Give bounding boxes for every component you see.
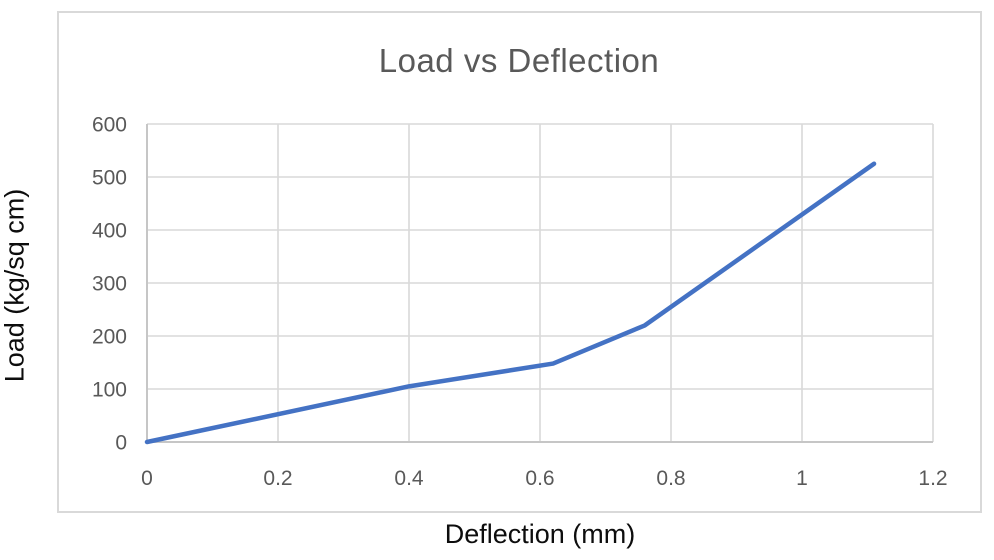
y-tick-label: 300 xyxy=(92,273,127,296)
x-tick-label: 0.6 xyxy=(525,467,554,490)
y-tick-label: 200 xyxy=(92,326,127,349)
y-tick-label: 600 xyxy=(92,114,127,137)
chart-title: Load vs Deflection xyxy=(378,42,660,79)
y-tick-label: 100 xyxy=(92,379,127,402)
x-tick-label: 0 xyxy=(141,467,153,490)
data-series-line xyxy=(144,161,877,445)
y-axis-title: Load (kg/sq cm) xyxy=(0,188,30,383)
x-tick-label: 0.2 xyxy=(263,467,292,490)
y-tick-label: 400 xyxy=(92,220,127,243)
x-tick-label: 0.8 xyxy=(656,467,685,490)
x-axis-title: Deflection (mm) xyxy=(444,519,636,549)
y-tick-label: 0 xyxy=(115,432,127,455)
x-tick-label: 0.4 xyxy=(394,467,424,490)
x-tick-label: 1 xyxy=(796,467,808,490)
y-tick-label: 500 xyxy=(92,167,127,190)
gridlines xyxy=(146,123,934,443)
tick-labels: 0 100 200 300 400 500 600 0 0.2 0.4 0.6 0.8 1 1.2 xyxy=(92,114,948,491)
x-tick-label: 1.2 xyxy=(918,467,947,490)
